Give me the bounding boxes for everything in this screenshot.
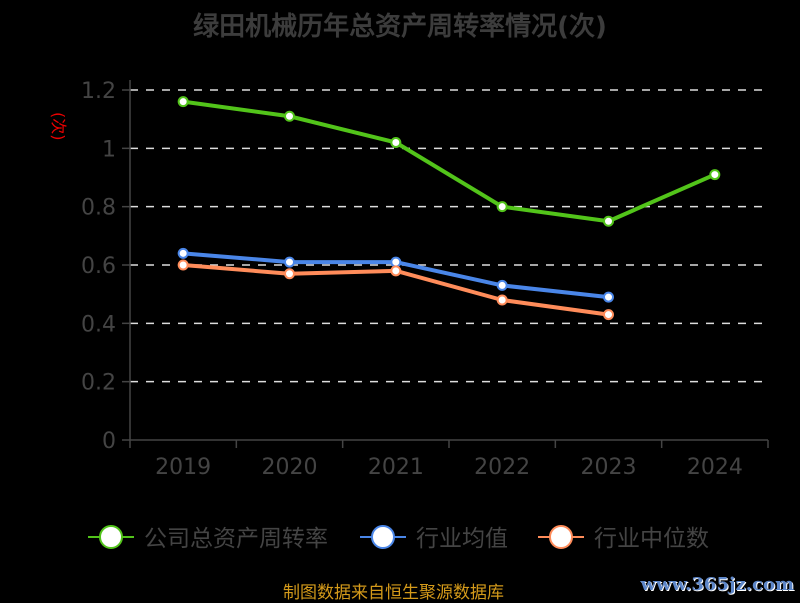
y-tick-label: 0.2 [81, 371, 116, 396]
y-tick-label: 1.2 [81, 79, 116, 104]
source-footer: 制图数据来自恒生聚源数据库 [283, 583, 504, 603]
data-point [177, 96, 189, 108]
y-tick-label: 0.4 [81, 312, 116, 337]
data-point [177, 259, 189, 271]
data-point [603, 309, 614, 321]
data-point [603, 291, 614, 303]
legend-marker [371, 525, 395, 549]
x-tick-label: 2020 [262, 455, 318, 480]
legend-marker [549, 525, 573, 549]
data-point [390, 265, 402, 277]
data-point [284, 110, 295, 122]
data-point [390, 137, 402, 148]
data-point [496, 279, 508, 291]
y-tick-label: 0 [102, 429, 116, 454]
watermark-logo: www.365jz.com [640, 574, 794, 595]
x-tick-label: 2021 [368, 455, 424, 480]
data-point [709, 169, 721, 181]
x-tick-label: 2023 [581, 455, 637, 480]
legend-marker [99, 525, 123, 549]
data-point [284, 268, 295, 280]
legend-label: 公司总资产周转率 [144, 526, 328, 552]
data-point [177, 247, 189, 259]
y-tick-label: 0.8 [81, 196, 116, 221]
data-point [603, 215, 614, 227]
chart-title: 绿田机械历年总资产周转率情况(次) [193, 12, 607, 42]
data-point [496, 201, 508, 213]
x-tick-label: 2024 [687, 455, 743, 480]
y-tick-label: 1 [102, 137, 116, 162]
y-tick-label: 0.6 [81, 254, 116, 279]
data-point [496, 294, 508, 306]
series-line [182, 99, 716, 224]
legend-label: 行业均值 [416, 526, 508, 552]
x-tick-label: 2019 [155, 455, 211, 480]
x-tick-label: 2022 [474, 455, 530, 480]
data-point [390, 256, 402, 268]
legend-label: 行业中位数 [594, 526, 709, 552]
data-point [284, 256, 295, 268]
